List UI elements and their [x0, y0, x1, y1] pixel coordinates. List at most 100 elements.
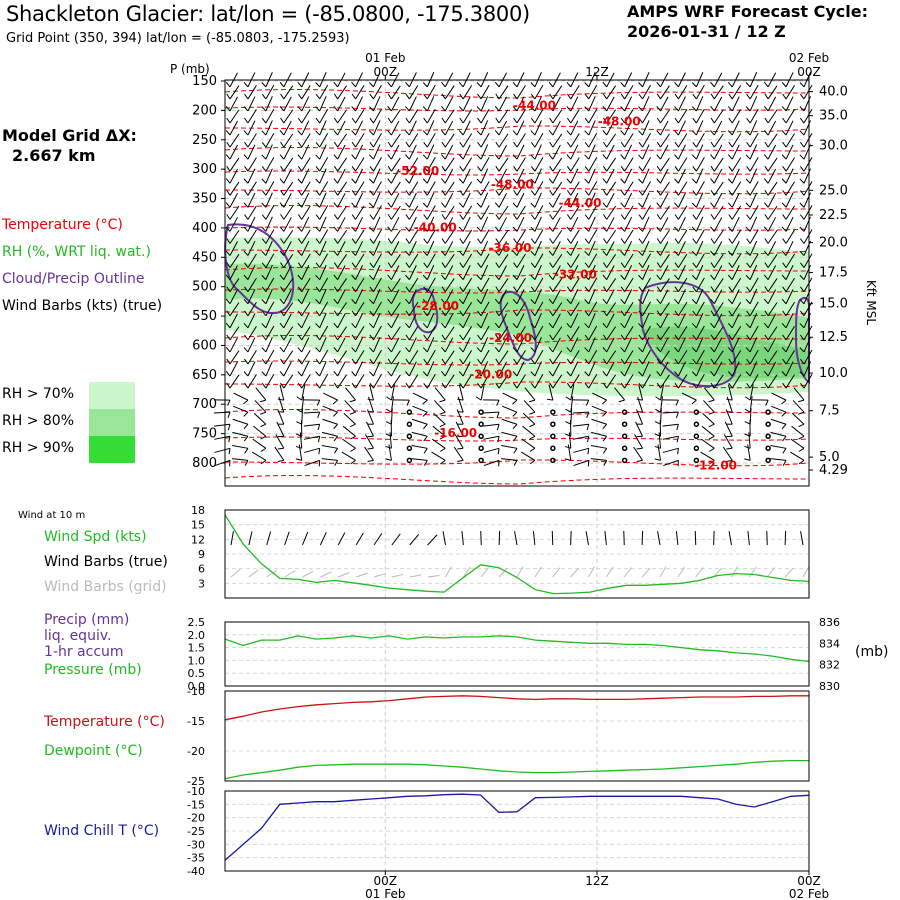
wind-barb-flag	[244, 358, 249, 365]
wind-barb-staff	[588, 240, 596, 256]
wind-speed-label: Wind Spd (kts)	[44, 529, 147, 545]
wind-barb-staff	[498, 144, 508, 160]
wind-barb-flag	[279, 81, 285, 88]
wind-barb-flag	[530, 226, 536, 232]
wind-barb-staff	[498, 192, 508, 208]
wind-barb-staff	[785, 192, 794, 208]
wind-barb-flag	[602, 346, 608, 353]
wind-barb-staff	[283, 278, 294, 292]
wind-barb-flag	[781, 130, 787, 136]
wind-barb-staff	[534, 337, 542, 353]
wind-barb-staff	[677, 216, 686, 232]
wind-barb-staff	[803, 192, 811, 208]
surface-barb-true	[266, 531, 272, 546]
wind-barb-flag	[422, 154, 428, 160]
wind-barb-staff	[624, 265, 633, 280]
wind-barb-staff	[337, 96, 346, 112]
wind-barb-flag	[638, 347, 643, 353]
wind-barb-staff	[552, 350, 563, 365]
wind-barb-staff	[524, 387, 536, 401]
wind-barb-staff	[462, 181, 473, 196]
wind-barb-flag	[763, 226, 769, 232]
wind-barb-staff	[749, 192, 758, 208]
wind-barb-staff	[426, 144, 435, 160]
wind-barb-staff	[462, 361, 471, 377]
wind-barb-flag	[638, 106, 643, 112]
wind-barb-flag	[585, 399, 590, 406]
wind-barb-flag	[333, 117, 339, 124]
wind-barb-staff	[592, 392, 607, 401]
wind-barb-flag	[333, 435, 339, 442]
wind-barb-staff	[516, 192, 525, 208]
wind-barb-flag	[602, 423, 608, 430]
wind-barb-flag	[529, 411, 536, 415]
wind-barb-staff	[713, 350, 724, 365]
panel-tick-label: 3	[198, 577, 205, 590]
wind-barb-flag	[656, 262, 661, 268]
wind-barb-flag	[781, 423, 787, 430]
surface-barb-grid	[695, 567, 704, 578]
wind-barb-staff	[749, 264, 758, 280]
wind-barb-flag	[764, 141, 769, 148]
wind-barb-flag	[297, 154, 303, 160]
wind-barb-staff	[265, 361, 273, 377]
wind-barb-staff	[319, 253, 329, 268]
wind-barb-staff	[501, 445, 518, 449]
wind-barb-flag	[602, 238, 608, 244]
wind-barb-flag	[566, 154, 572, 160]
wind-barb-staff	[480, 264, 489, 280]
wind-barb-flag	[602, 226, 608, 232]
wind-barb-flag	[566, 334, 572, 341]
wind-barb-flag	[333, 165, 339, 172]
wind-barb-staff	[624, 361, 633, 377]
wind-barb-flag	[764, 190, 769, 196]
wind-barb-staff	[785, 361, 794, 377]
wind-barb-flag	[746, 166, 751, 172]
wind-barb-flag	[798, 447, 805, 452]
wind-barb-flag	[745, 178, 751, 184]
wind-barb-flag	[692, 190, 697, 196]
wind-barb-staff	[624, 157, 634, 172]
wind-barb-flag	[727, 154, 733, 160]
wind-barb-flag	[638, 238, 643, 244]
wind-barb-staff	[283, 302, 294, 317]
wind-barb-staff	[713, 254, 724, 268]
wind-barb-flag	[387, 154, 392, 160]
wind-barb-flag	[782, 262, 787, 268]
wind-barb-flag	[710, 262, 715, 268]
wind-barb-staff	[319, 313, 327, 329]
wind-barb-flag	[459, 310, 464, 317]
wind-barb-staff	[606, 337, 615, 353]
wind-barb-flag	[530, 310, 536, 317]
wind-barb-staff	[373, 120, 381, 136]
wind-barb-staff	[373, 349, 382, 365]
wind-barb-staff	[588, 84, 598, 100]
wind-barb-staff	[606, 144, 615, 160]
wind-barb-flag	[333, 322, 339, 329]
wind-barb-flag	[369, 347, 374, 353]
wind-barb-flag	[315, 93, 321, 100]
wind-barb-flag	[602, 117, 608, 124]
calm-wind-marker	[621, 409, 628, 415]
legend-rh90-label: RH > 90%	[2, 440, 75, 456]
wind-barb-flag	[476, 250, 482, 256]
wind-barb-staff	[803, 157, 813, 172]
wind-barb-flag	[280, 214, 285, 220]
wind-barb-flag	[691, 274, 697, 280]
wind-barb-flag	[692, 310, 697, 317]
wind-barb-staff	[552, 144, 561, 160]
wind-barb-staff	[767, 337, 777, 353]
wind-barb-flag	[367, 447, 374, 450]
wind-barb-flag	[351, 298, 356, 305]
wind-barb-flag	[529, 459, 536, 465]
wind-barb-flag	[296, 396, 303, 401]
wind-barb-staff	[229, 144, 238, 160]
wind-barb-flag	[513, 310, 518, 317]
wind-barb-flag	[566, 274, 572, 280]
wind-barb-staff	[283, 289, 292, 304]
wind-barb-flag	[727, 226, 733, 232]
wind-barb-staff	[552, 289, 561, 304]
wind-barb-flag	[781, 322, 787, 329]
wind-barb-flag	[656, 178, 661, 184]
panel-tick-label: 0.5	[188, 667, 206, 680]
